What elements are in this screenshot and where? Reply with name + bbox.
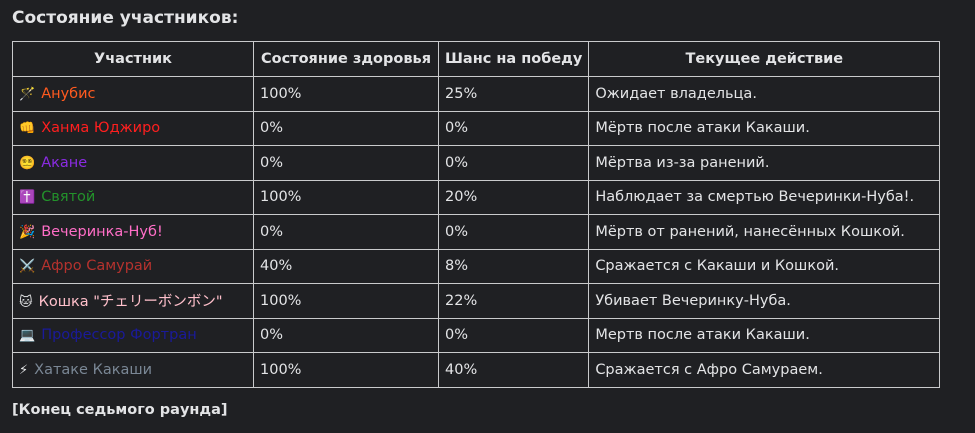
health-cell: 40% bbox=[253, 248, 439, 284]
participant-name: Хатаке Какаши bbox=[34, 361, 153, 378]
health-cell: 0% bbox=[253, 214, 439, 250]
emoji-icon: 😵‍💫 bbox=[19, 155, 36, 171]
table-row: ✝️ Святой 100% 20% Наблюдает за смертью Вече… bbox=[12, 179, 941, 215]
health-cell: 0% bbox=[253, 110, 439, 146]
column-header: Шанс на победу bbox=[437, 41, 590, 77]
emoji-icon: 💻 bbox=[19, 328, 36, 344]
health-cell: 100% bbox=[253, 179, 439, 215]
participant-name: Афро Самурай bbox=[41, 258, 153, 275]
table-row: 🪄 Анубис 100% 25% Ожидает владельца. bbox=[12, 76, 941, 112]
emoji-icon: ✝️ bbox=[19, 190, 36, 206]
participant-cell: 🎉 Вечеринка-Нуб! bbox=[12, 214, 254, 250]
chance-cell: 22% bbox=[437, 283, 590, 319]
emoji-icon: ⚔️ bbox=[19, 259, 36, 275]
participant-cell: 😵‍💫 Акане bbox=[12, 145, 254, 181]
action-cell: Мёртв от ранений, нанесённых Кошкой. bbox=[588, 214, 941, 250]
action-cell: Мёртва из-за ранений. bbox=[588, 145, 941, 181]
participant-name: Вечеринка-Нуб! bbox=[41, 223, 163, 240]
table-row: 🐱 Кошка "チェリーボンボン" 100% 22% Убивает Вечеринк… bbox=[12, 283, 941, 319]
health-cell: 100% bbox=[253, 76, 439, 112]
health-cell: 0% bbox=[253, 317, 439, 353]
chance-cell: 40% bbox=[437, 352, 590, 388]
column-header: Участник bbox=[12, 41, 254, 77]
action-cell: Наблюдает за смертью Вечеринки-Нуба!. bbox=[588, 179, 941, 215]
action-cell: Сражается с Афро Самураем. bbox=[588, 352, 941, 388]
action-cell: Мёртв после атаки Какаши. bbox=[588, 110, 941, 146]
health-cell: 0% bbox=[253, 145, 439, 181]
title: Состояние участников: bbox=[12, 8, 239, 28]
participant-cell: 💻 Профессор Фортран bbox=[12, 317, 254, 353]
table-body: 🪄 Анубис 100% 25% Ожидает владельца. 👊 Ханма Ю… bbox=[12, 76, 941, 388]
chance-cell: 20% bbox=[437, 179, 590, 215]
health-cell: 100% bbox=[253, 283, 439, 319]
action-cell: Ожидает владельца. bbox=[588, 76, 941, 112]
table-row: 😵‍💫 Акане 0% 0% Мёртва из-за ранений. bbox=[12, 145, 941, 181]
chance-cell: 0% bbox=[437, 214, 590, 250]
participant-cell: ✝️ Святой bbox=[12, 179, 254, 215]
participant-cell: 🪄 Анубис bbox=[12, 76, 254, 112]
status-table: Участник Состояние здоровья Шанс на победу… bbox=[12, 41, 941, 388]
table-row: 💻 Профессор Фортран 0% 0% Мертв после атаки … bbox=[12, 317, 941, 353]
column-header: Текущее действие bbox=[588, 41, 941, 77]
footer: [Конец седьмого раунда] bbox=[12, 402, 228, 418]
participant-name: Профессор Фортран bbox=[41, 327, 197, 344]
participant-cell: 👊 Ханма Юджиро bbox=[12, 110, 254, 146]
action-cell: Убивает Вечеринку-Нуба. bbox=[588, 283, 941, 319]
header-row: Участник Состояние здоровья Шанс на победу… bbox=[12, 41, 941, 77]
emoji-icon: 🐱 bbox=[19, 295, 33, 311]
participant-cell: ⚔️ Афро Самурай bbox=[12, 248, 254, 284]
participant-cell: 🐱 Кошка "チェリーボンボン" bbox=[12, 283, 254, 319]
chance-cell: 0% bbox=[437, 317, 590, 353]
participant-name: Святой bbox=[41, 189, 96, 206]
emoji-icon: 🎉 bbox=[19, 224, 36, 240]
emoji-icon: ⚡ bbox=[19, 362, 29, 378]
action-cell: Сражается с Какаши и Кошкой. bbox=[588, 248, 941, 284]
chance-cell: 25% bbox=[437, 76, 590, 112]
participant-name: Анубис bbox=[41, 85, 96, 102]
participant-name: Акане bbox=[41, 154, 88, 171]
action-cell: Мертв после атаки Какаши. bbox=[588, 317, 941, 353]
emoji-icon: 🪄 bbox=[19, 86, 36, 102]
column-header: Состояние здоровья bbox=[253, 41, 439, 77]
participant-cell: ⚡ Хатаке Какаши bbox=[12, 352, 254, 388]
emoji-icon: 👊 bbox=[19, 121, 36, 137]
participant-name: Ханма Юджиро bbox=[41, 120, 161, 137]
participant-name: Кошка "チェリーボンボン" bbox=[38, 294, 223, 311]
chance-cell: 0% bbox=[437, 145, 590, 181]
chance-cell: 0% bbox=[437, 110, 590, 146]
table-row: 🎉 Вечеринка-Нуб! 0% 0% Мёртв от ранений, нан… bbox=[12, 214, 941, 250]
table-row: 👊 Ханма Юджиро 0% 0% Мёртв после атаки Какаш… bbox=[12, 110, 941, 146]
table-row: ⚡ Хатаке Какаши 100% 40% Сражается с Афро Са… bbox=[12, 352, 941, 388]
chance-cell: 8% bbox=[437, 248, 590, 284]
health-cell: 100% bbox=[253, 352, 439, 388]
table-row: ⚔️ Афро Самурай 40% 8% Сражается с Какаши и … bbox=[12, 248, 941, 284]
